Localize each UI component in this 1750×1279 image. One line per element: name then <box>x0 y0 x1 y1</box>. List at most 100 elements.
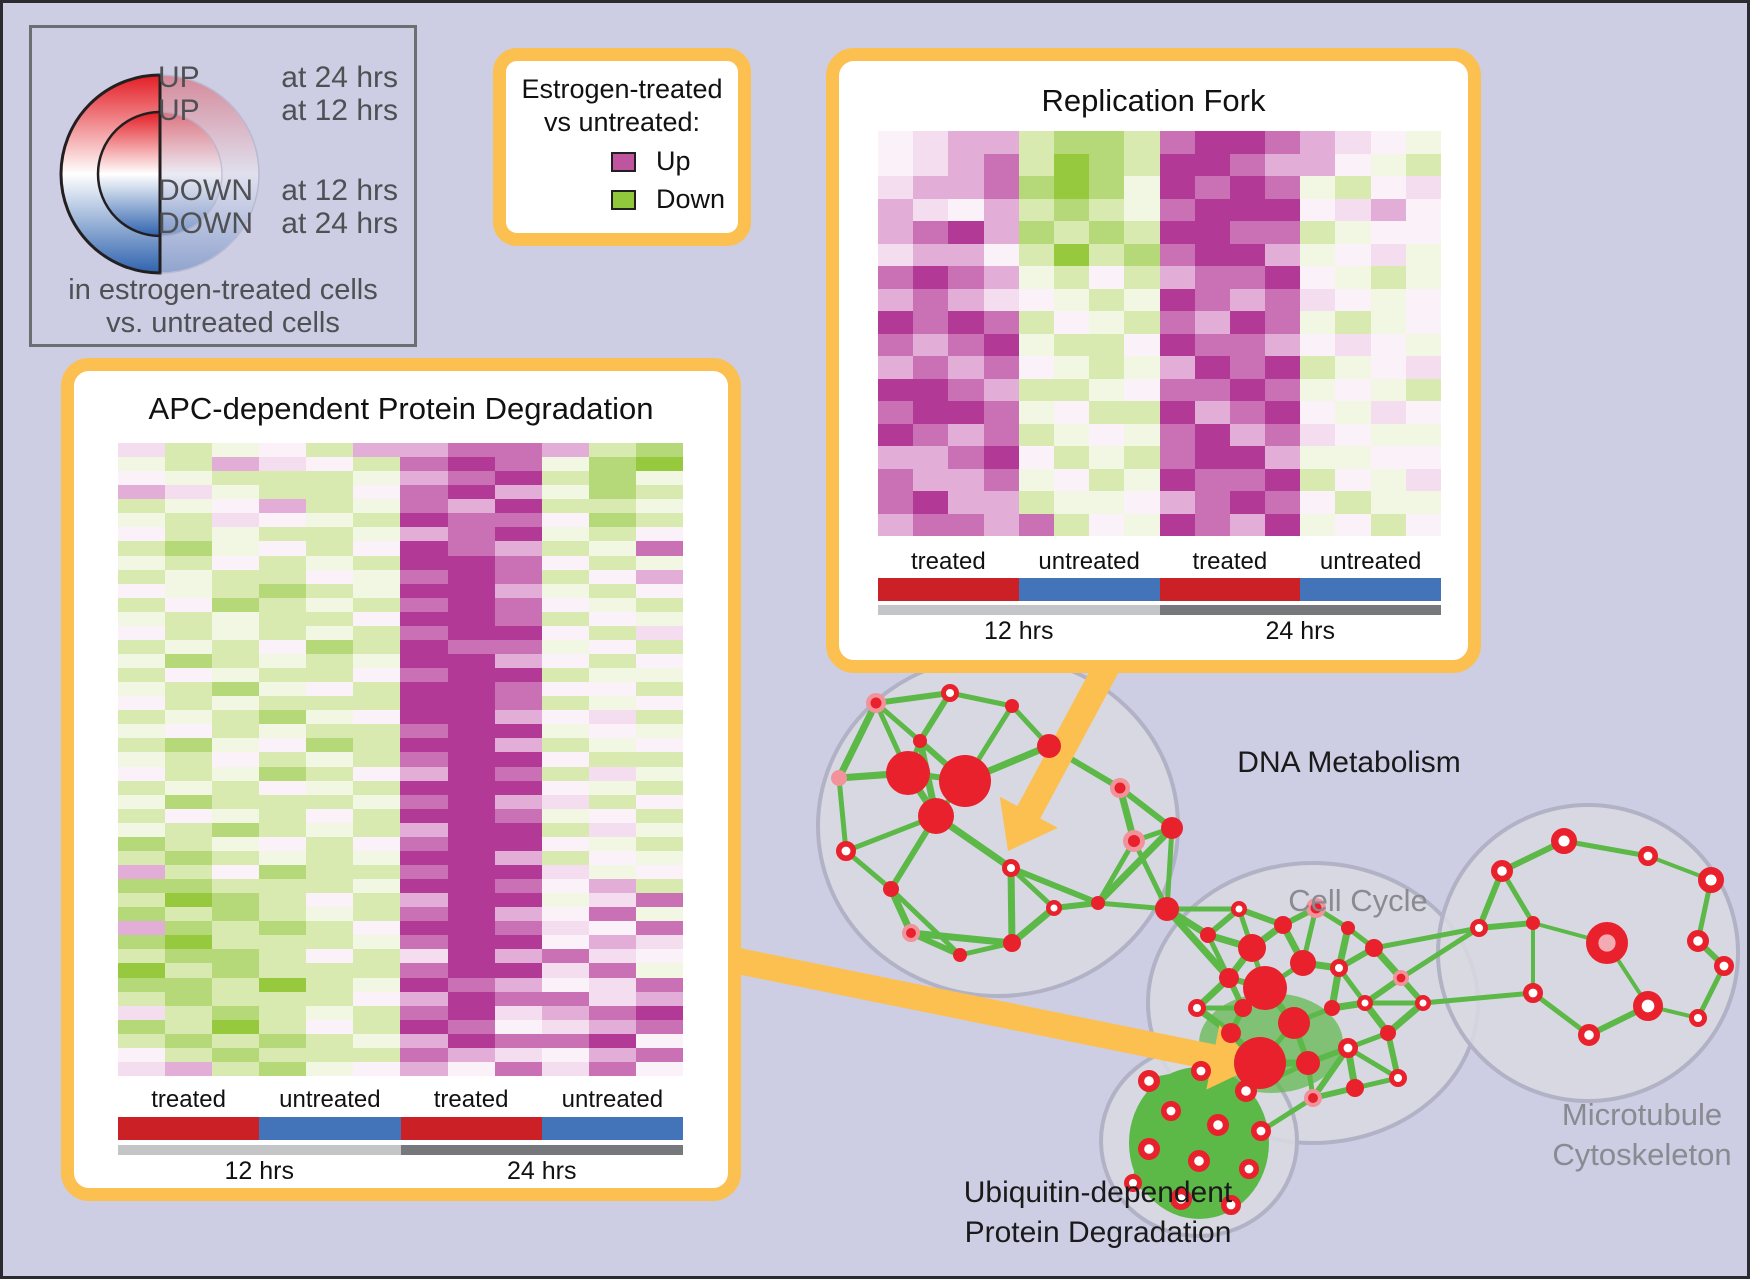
network-edge <box>1310 1046 1351 1100</box>
gene-node-ring <box>1187 998 1206 1017</box>
heatmap-cell <box>635 991 683 1006</box>
heatmap-cell <box>165 893 213 908</box>
heatmap-cell <box>447 879 495 894</box>
heatmap-cell <box>948 378 984 401</box>
apc-heatmap <box>118 443 683 1076</box>
heatmap-cell <box>494 1061 542 1076</box>
heatmap-cell <box>1089 468 1125 491</box>
heatmap-cell <box>1018 491 1054 514</box>
heatmap-cell <box>494 527 542 542</box>
heatmap-cell <box>1265 378 1301 401</box>
heatmap-cell <box>1370 423 1406 446</box>
heatmap-cell <box>1300 513 1336 536</box>
heatmap-cell <box>494 991 542 1006</box>
heatmap-cell <box>1124 446 1160 469</box>
heatmap-cell <box>878 513 914 536</box>
timepoint-bar <box>878 605 1441 615</box>
heatmap-cell <box>1300 288 1336 311</box>
gene-node-ring <box>835 840 856 861</box>
heatmap-cell <box>635 738 683 753</box>
heatmap-cell <box>1405 288 1441 311</box>
gene-node-solid <box>1346 1079 1364 1097</box>
heatmap-cell <box>1229 356 1266 379</box>
heatmap-cell <box>635 639 683 654</box>
heatmap-cell <box>447 1047 495 1062</box>
heatmap-cell <box>494 949 542 964</box>
heatmap-cell <box>635 653 683 669</box>
heatmap-cell <box>541 499 589 514</box>
treatment-bar-segment <box>541 1117 683 1140</box>
heatmap-cell <box>400 513 448 528</box>
gene-node-pink <box>831 770 847 786</box>
heatmap-cell <box>306 752 354 767</box>
heatmap-cell <box>400 710 448 725</box>
heatmap-cell <box>635 513 683 528</box>
heatmap-cell <box>447 977 495 992</box>
network-edge <box>835 701 880 780</box>
heatmap-cell <box>118 710 166 725</box>
heatmap-cell <box>353 471 401 486</box>
heatmap-cell <box>1194 491 1230 514</box>
network-edge <box>910 929 1013 947</box>
replication-fork-panel: Replication Fork treated untreated treat… <box>826 48 1481 673</box>
heatmap-cell <box>1405 153 1441 176</box>
heatmap-cell <box>118 1061 166 1076</box>
heatmap-cell <box>588 443 636 458</box>
heatmap-cell <box>447 625 495 640</box>
heatmap-cell <box>118 893 166 908</box>
heatmap-cell <box>1194 356 1230 379</box>
heatmap-cell <box>1300 468 1336 491</box>
network-edge <box>1009 865 1100 906</box>
network-edge <box>875 690 951 706</box>
heatmap-cell <box>165 1019 213 1034</box>
heatmap-cell <box>400 850 448 865</box>
heatmap-cell <box>1335 266 1371 289</box>
heatmap-cell <box>306 569 354 584</box>
heatmap-cell <box>1089 446 1125 469</box>
heatmap-cell <box>1053 198 1090 221</box>
heatmap-cell <box>541 682 589 697</box>
heatmap-cell <box>635 808 683 823</box>
heatmap-cell <box>1124 266 1160 289</box>
heatmap-cell <box>541 625 589 640</box>
heatmap-cell <box>635 935 683 950</box>
time-label: at 24 hrs <box>281 207 398 240</box>
time-label-12: 12 hrs <box>224 1157 294 1185</box>
heatmap-cell <box>118 625 166 640</box>
heatmap-cell <box>1265 311 1301 334</box>
heatmap-cell <box>400 766 448 781</box>
gene-node-ring <box>1585 922 1628 965</box>
heatmap-cell <box>118 527 166 542</box>
gene-node-solid <box>1005 699 1019 713</box>
gene-node-solid <box>918 798 954 834</box>
heatmap-cell <box>1089 288 1125 311</box>
gene-node-solid <box>1155 897 1179 921</box>
heatmap-cell <box>1229 468 1266 491</box>
heatmap-cell <box>913 333 949 356</box>
heatmap-cell <box>983 378 1019 401</box>
heatmap-cell <box>588 752 636 767</box>
heatmap-cell <box>1159 266 1195 289</box>
inner-right-semicircle <box>159 111 223 237</box>
heatmap-cell <box>1194 446 1230 469</box>
heatmap-cell <box>353 1019 401 1034</box>
heatmap-cell <box>913 176 949 199</box>
heatmap-cell <box>541 1019 589 1034</box>
gene-node-ring <box>1137 1069 1160 1092</box>
replication-fork-group-labels: treated untreated treated untreated <box>878 548 1441 576</box>
heatmap-cell <box>212 485 260 500</box>
heatmap-cell <box>165 724 213 739</box>
heatmap-cell <box>983 468 1019 491</box>
heatmap-cell <box>1194 221 1230 244</box>
heatmap-cell <box>259 639 307 654</box>
heatmap-cell <box>212 583 260 598</box>
heatmap-cell <box>588 893 636 908</box>
heatmap-cell <box>588 963 636 978</box>
heatmap-cell <box>1405 468 1441 491</box>
heatmap-cell <box>541 696 589 711</box>
heatmap-cell <box>1124 131 1160 154</box>
heatmap-cell <box>306 1061 354 1076</box>
heatmap-cell <box>400 963 448 978</box>
heatmap-cell <box>1300 333 1336 356</box>
heatmap-cell <box>447 1005 495 1020</box>
